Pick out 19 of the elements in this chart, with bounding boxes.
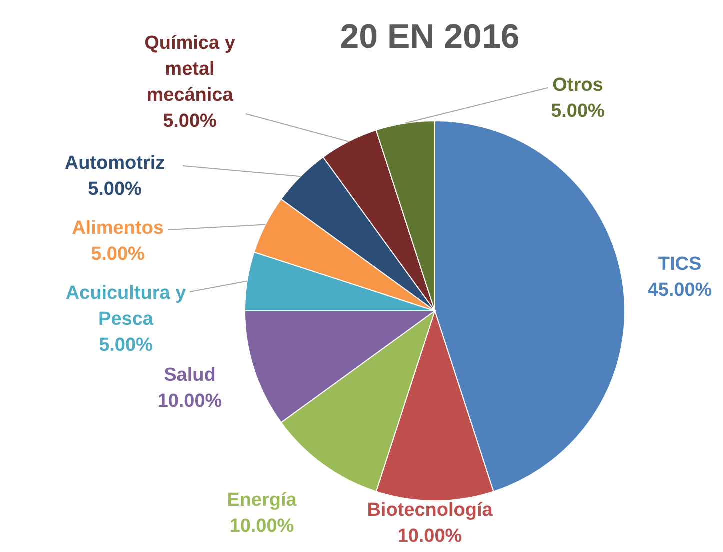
data-label: 5.00% <box>99 335 154 356</box>
data-label: 10.00% <box>398 526 462 547</box>
data-label: 10.00% <box>158 391 222 412</box>
data-label: 5.00% <box>163 111 218 132</box>
slice-label: TICS <box>658 254 702 275</box>
slice-label: Energía <box>227 490 298 511</box>
data-label: 10.00% <box>230 516 294 537</box>
chart-title: 20 EN 2016 <box>340 18 520 56</box>
data-label: 5.00% <box>91 244 146 265</box>
slice-label: Salud <box>164 365 216 386</box>
slice-label: Química y metal mecánica <box>144 33 236 106</box>
slice-label: Alimentos <box>72 218 164 239</box>
slice-label: Automotriz <box>64 153 166 174</box>
slice-label: Acuicultura y Pesca <box>66 283 187 330</box>
slice-label: Biotecnología <box>367 500 494 521</box>
data-label: 5.00% <box>88 179 142 200</box>
slice-label: Otros <box>552 75 604 96</box>
data-label: 45.00% <box>648 280 712 301</box>
data-label: 5.00% <box>551 101 606 122</box>
